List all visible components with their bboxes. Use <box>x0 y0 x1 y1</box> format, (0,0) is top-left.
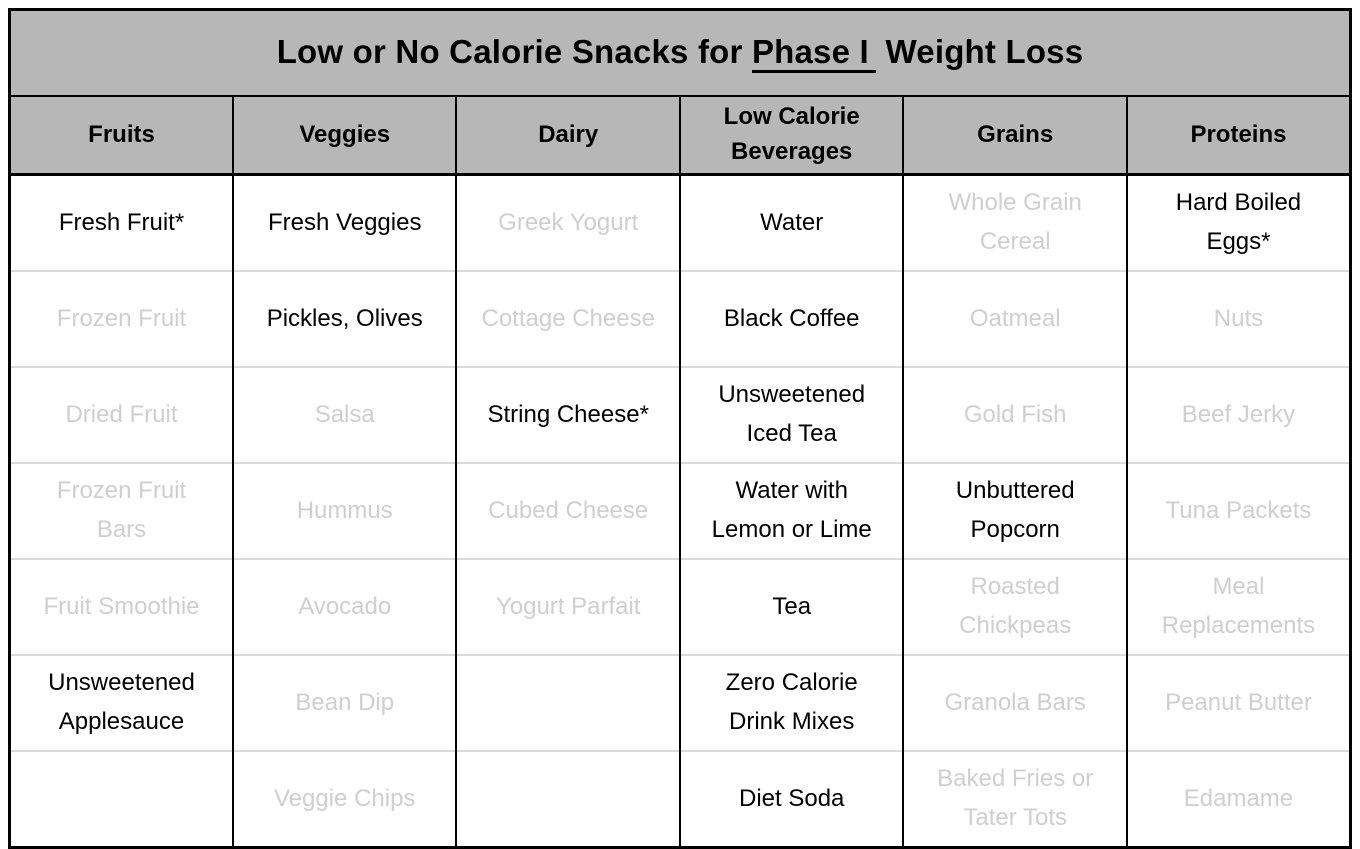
cell-r2-fruits: Frozen Fruit <box>8 270 234 367</box>
cell-r1-fruits: Fresh Fruit* <box>8 173 234 271</box>
cell-r4-veggies: Hummus <box>231 462 458 559</box>
cell-r7-fruits <box>8 750 234 848</box>
cell-r1-veggies: Fresh Veggies <box>231 173 458 271</box>
cell-r1-grains: Whole Grain Cereal <box>902 173 1128 271</box>
title-row: Low or No Calorie Snacks for Phase I Wei… <box>9 9 1351 97</box>
title-suffix: Weight Loss <box>876 32 1084 70</box>
cell-r7-veggies: Veggie Chips <box>231 750 458 848</box>
cell-r6-dairy <box>455 654 681 751</box>
cell-r7-proteins: Edamame <box>1125 750 1352 848</box>
cell-r2-veggies: Pickles, Olives <box>231 270 458 367</box>
cell-r5-fruits: Fruit Smoothie <box>8 558 234 655</box>
cell-r3-dairy: String Cheese* <box>455 366 681 463</box>
table-row: Veggie Chips Diet Soda Baked Fries or Ta… <box>8 750 1352 848</box>
cell-r4-fruits: Frozen Fruit Bars <box>8 462 234 559</box>
cell-r5-proteins: Meal Replacements <box>1125 558 1352 655</box>
cell-r3-fruits: Dried Fruit <box>8 366 234 463</box>
cell-r1-proteins: Hard Boiled Eggs* <box>1125 173 1352 271</box>
cell-r4-beverages: Water with Lemon or Lime <box>678 462 905 559</box>
cell-r3-veggies: Salsa <box>231 366 458 463</box>
column-header-dairy: Dairy <box>455 96 681 176</box>
cell-r7-beverages: Diet Soda <box>678 750 905 848</box>
cell-r6-veggies: Bean Dip <box>231 654 458 751</box>
cell-r5-beverages: Tea <box>678 558 905 655</box>
cell-r6-beverages: Zero Calorie Drink Mixes <box>678 654 905 751</box>
cell-r3-grains: Gold Fish <box>902 366 1128 463</box>
column-header-low-calorie-beverages: Low Calorie Beverages <box>678 96 905 176</box>
column-header-fruits: Fruits <box>8 96 234 176</box>
title-prefix: Low or No Calorie Snacks for <box>276 32 752 70</box>
cell-r1-beverages: Water <box>678 173 905 271</box>
column-header-veggies: Veggies <box>231 96 458 176</box>
table-row: Frozen Fruit Bars Hummus Cubed Cheese Wa… <box>8 462 1352 559</box>
title-underlined-phase: Phase I <box>751 34 877 74</box>
cell-r4-grains: Unbuttered Popcorn <box>902 462 1128 559</box>
cell-r2-proteins: Nuts <box>1125 270 1352 367</box>
cell-r7-dairy <box>455 750 681 848</box>
cell-r2-grains: Oatmeal <box>902 270 1128 367</box>
column-header-grains: Grains <box>902 96 1128 176</box>
column-header-proteins: Proteins <box>1125 96 1352 176</box>
cell-r1-dairy: Greek Yogurt <box>455 173 681 271</box>
column-header-row: Fruits Veggies Dairy Low Calorie Beverag… <box>8 96 1352 176</box>
cell-r4-dairy: Cubed Cheese <box>455 462 681 559</box>
table-row: Unsweetened Applesauce Bean Dip Zero Cal… <box>8 654 1352 751</box>
table-row: Fruit Smoothie Avocado Yogurt Parfait Te… <box>8 558 1352 655</box>
table-row: Dried Fruit Salsa String Cheese* Unsweet… <box>8 366 1352 463</box>
cell-r2-dairy: Cottage Cheese <box>455 270 681 367</box>
cell-r3-beverages: Unsweetened Iced Tea <box>678 366 905 463</box>
document-page: Low or No Calorie Snacks for Phase I Wei… <box>8 8 1352 849</box>
cell-r3-proteins: Beef Jerky <box>1125 366 1352 463</box>
cell-r6-grains: Granola Bars <box>902 654 1128 751</box>
cell-r5-veggies: Avocado <box>231 558 458 655</box>
snacks-table: Low or No Calorie Snacks for Phase I Wei… <box>8 8 1352 849</box>
cell-r6-fruits: Unsweetened Applesauce <box>8 654 234 751</box>
cell-r5-grains: Roasted Chickpeas <box>902 558 1128 655</box>
cell-r7-grains: Baked Fries or Tater Tots <box>902 750 1128 848</box>
page-title: Low or No Calorie Snacks for Phase I Wei… <box>9 9 1351 97</box>
cell-r6-proteins: Peanut Butter <box>1125 654 1352 751</box>
cell-r4-proteins: Tuna Packets <box>1125 462 1352 559</box>
table-row: Frozen Fruit Pickles, Olives Cottage Che… <box>8 270 1352 367</box>
table-row: Fresh Fruit* Fresh Veggies Greek Yogurt … <box>8 173 1352 271</box>
cell-r5-dairy: Yogurt Parfait <box>455 558 681 655</box>
cell-r2-beverages: Black Coffee <box>678 270 905 367</box>
